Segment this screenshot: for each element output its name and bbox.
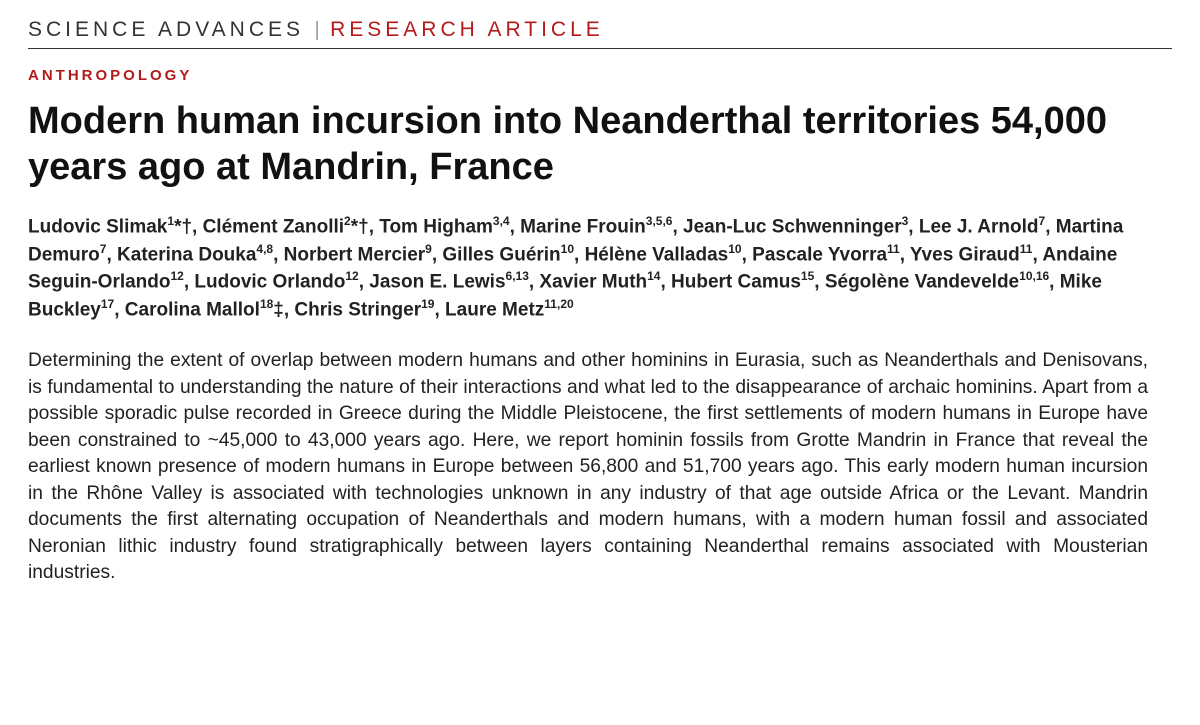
author-list: Ludovic Slimak1*†, Clément Zanolli2*†, T… — [28, 213, 1172, 325]
journal-header: SCIENCE ADVANCES | RESEARCH ARTICLE — [28, 18, 1172, 49]
article-type: RESEARCH ARTICLE — [330, 18, 604, 41]
article-container: SCIENCE ADVANCES | RESEARCH ARTICLE ANTH… — [0, 0, 1200, 607]
header-separator: | — [314, 19, 319, 41]
article-title: Modern human incursion into Neanderthal … — [28, 98, 1172, 191]
article-category: ANTHROPOLOGY — [28, 67, 1172, 84]
journal-name: SCIENCE ADVANCES — [28, 18, 304, 41]
abstract-text: Determining the extent of overlap betwee… — [28, 348, 1148, 587]
